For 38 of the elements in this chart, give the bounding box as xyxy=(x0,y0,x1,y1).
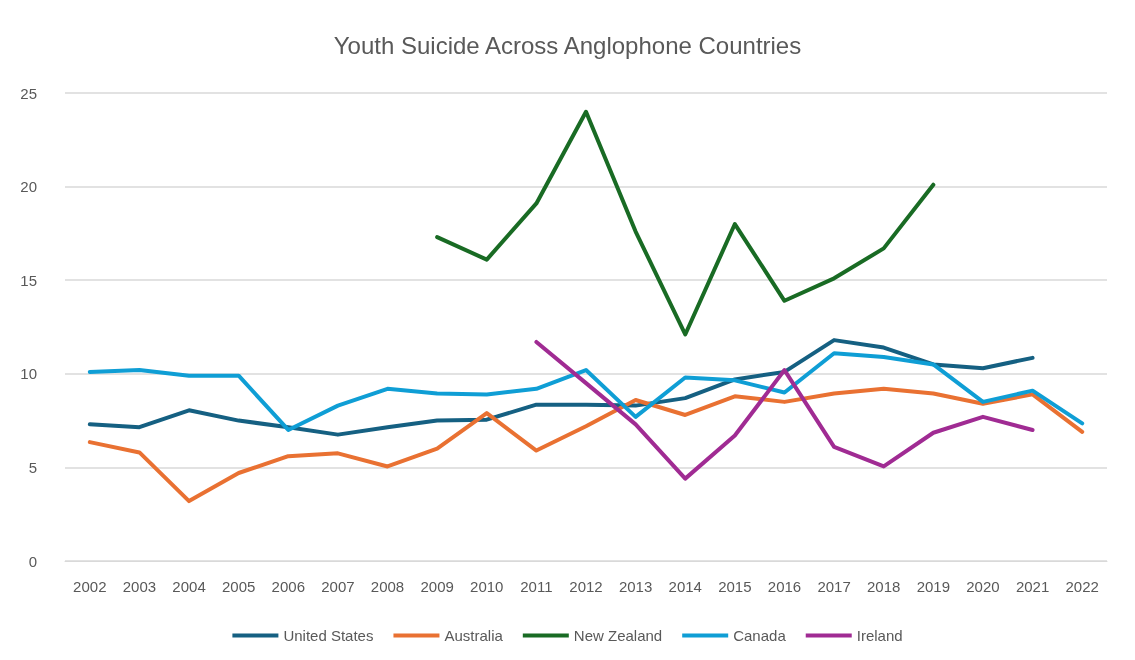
line-series xyxy=(87,338,1035,437)
legend-label: Ireland xyxy=(856,627,903,644)
y-tick-label: 0 xyxy=(28,552,37,570)
x-tick-label: 2015 xyxy=(718,578,752,595)
x-tick-label: 2010 xyxy=(470,578,504,595)
line-series xyxy=(87,351,1085,432)
x-tick-label: 2002 xyxy=(73,578,107,595)
x-tick-label: 2009 xyxy=(420,578,454,595)
x-tick-label: 2012 xyxy=(569,578,603,595)
x-tick-label: 2006 xyxy=(271,578,305,595)
line-series xyxy=(435,109,936,337)
y-tick-label: 15 xyxy=(20,271,37,289)
x-tick-label: 2014 xyxy=(668,578,702,595)
chart-title: Youth Suicide Across Anglophone Countries xyxy=(333,31,802,59)
x-tick-label: 2011 xyxy=(520,578,553,595)
legend-label: New Zealand xyxy=(573,627,663,644)
line-series xyxy=(87,386,1085,504)
x-tick-label: 2022 xyxy=(1065,578,1099,595)
x-tick-label: 2019 xyxy=(916,578,951,595)
y-tick-label: 25 xyxy=(20,84,37,102)
x-tick-label: 2020 xyxy=(966,578,1000,595)
legend-label: Australia xyxy=(444,627,504,644)
y-tick-label: 10 xyxy=(20,365,37,383)
x-tick-label: 2008 xyxy=(370,578,405,595)
y-tick-label: 20 xyxy=(20,178,37,196)
x-tick-label: 2016 xyxy=(767,578,802,595)
x-tick-label: 2007 xyxy=(321,578,355,595)
x-tick-label: 2005 xyxy=(221,578,256,595)
y-tick-label: 5 xyxy=(28,458,37,476)
x-tick-label: 2004 xyxy=(172,578,206,595)
x-tick-label: 2018 xyxy=(867,578,901,595)
x-tick-label: 2021 xyxy=(1015,578,1050,595)
x-tick-label: 2017 xyxy=(817,578,851,595)
x-tick-label: 2003 xyxy=(122,578,157,595)
x-tick-label: 2013 xyxy=(618,578,653,595)
legend-label: Canada xyxy=(733,627,787,644)
line-series xyxy=(534,339,1035,481)
legend-label: United States xyxy=(283,627,374,644)
